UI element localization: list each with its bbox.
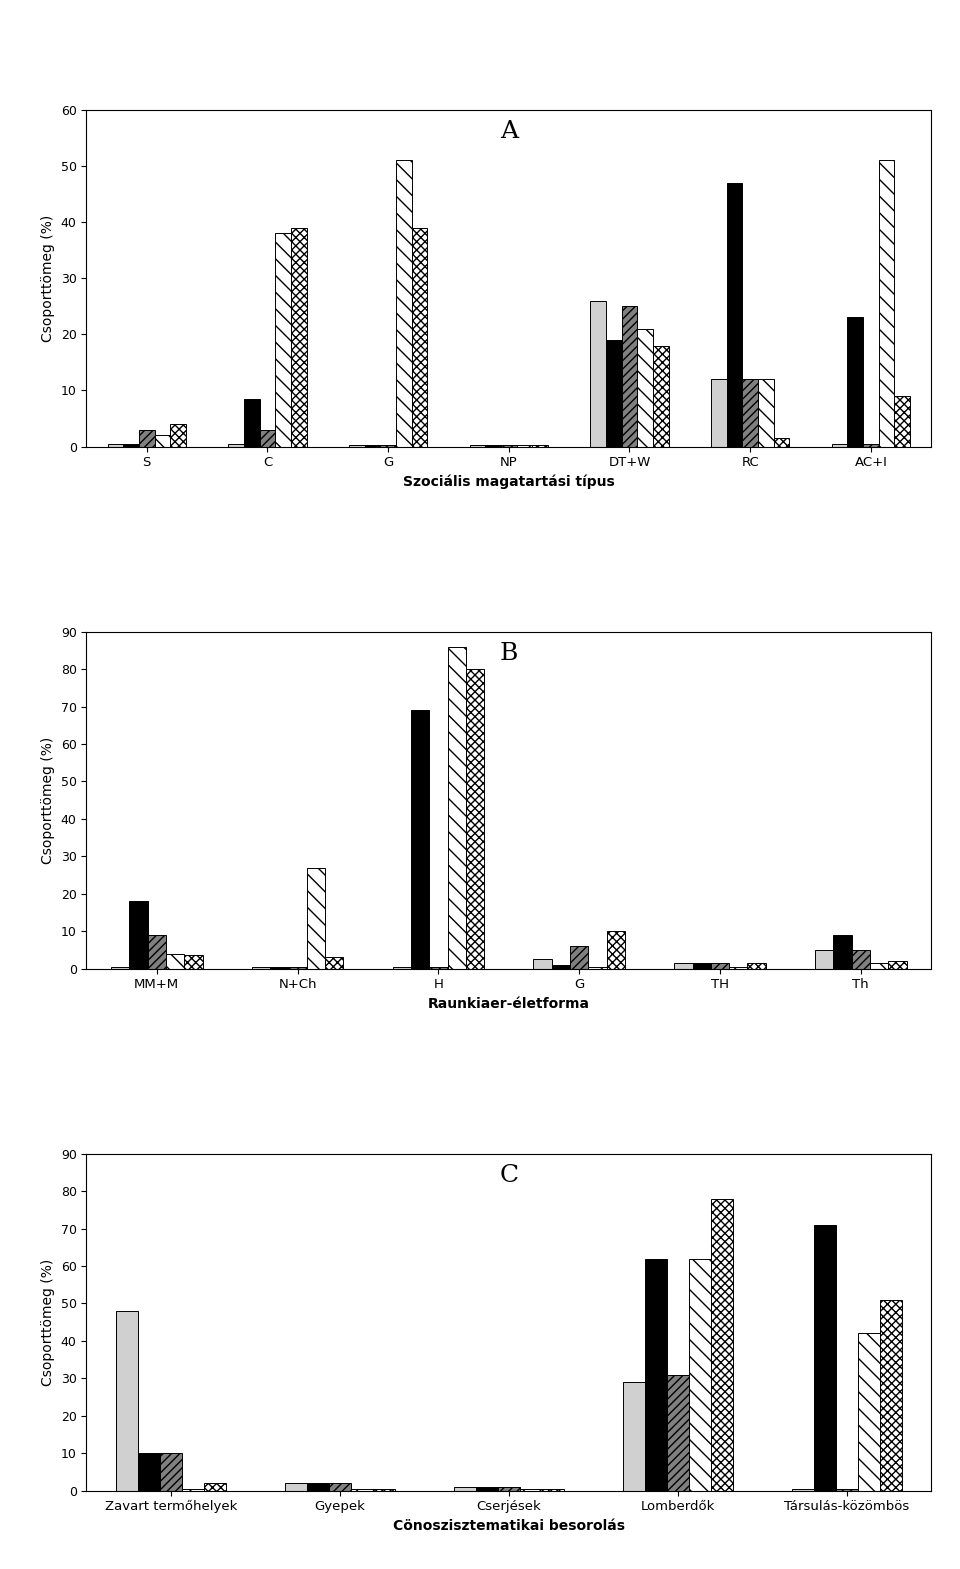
- Bar: [396, 160, 412, 447]
- Bar: [674, 963, 692, 968]
- Bar: [204, 1483, 226, 1491]
- Bar: [552, 965, 570, 968]
- Bar: [170, 424, 186, 447]
- Text: C: C: [499, 1164, 518, 1186]
- Bar: [879, 1299, 901, 1491]
- Bar: [498, 1487, 519, 1491]
- Bar: [623, 1382, 645, 1491]
- Bar: [123, 444, 139, 447]
- Bar: [160, 1453, 181, 1491]
- Bar: [895, 395, 910, 447]
- Bar: [307, 868, 325, 968]
- Bar: [814, 1225, 836, 1491]
- Bar: [155, 435, 170, 447]
- Bar: [447, 646, 466, 968]
- Bar: [533, 446, 548, 447]
- Text: A: A: [500, 119, 517, 143]
- Bar: [429, 967, 447, 968]
- Bar: [166, 954, 184, 968]
- Bar: [181, 1489, 204, 1491]
- Bar: [857, 1334, 879, 1491]
- Bar: [259, 430, 276, 447]
- Bar: [570, 946, 588, 968]
- Bar: [130, 901, 148, 968]
- Bar: [325, 957, 344, 968]
- Bar: [833, 935, 852, 968]
- Bar: [758, 380, 774, 447]
- Text: B: B: [499, 642, 518, 665]
- Bar: [111, 967, 130, 968]
- Bar: [748, 963, 766, 968]
- Bar: [645, 1258, 667, 1491]
- Bar: [228, 444, 244, 447]
- Y-axis label: Csoporttömeg (%): Csoporttömeg (%): [41, 215, 55, 342]
- Bar: [184, 956, 203, 968]
- Bar: [852, 949, 870, 968]
- Bar: [815, 949, 833, 968]
- Bar: [606, 340, 622, 447]
- Bar: [727, 184, 742, 447]
- Bar: [863, 444, 878, 447]
- Bar: [519, 1489, 541, 1491]
- Bar: [412, 228, 427, 447]
- Bar: [588, 967, 607, 968]
- Bar: [466, 670, 484, 968]
- Bar: [848, 317, 863, 447]
- Bar: [607, 930, 625, 968]
- Bar: [870, 963, 888, 968]
- Bar: [622, 306, 637, 447]
- Bar: [710, 963, 730, 968]
- Bar: [516, 446, 533, 447]
- Bar: [831, 444, 848, 447]
- Bar: [138, 1453, 160, 1491]
- Bar: [792, 1489, 814, 1491]
- Bar: [667, 1374, 688, 1491]
- Bar: [501, 446, 516, 447]
- Bar: [730, 967, 748, 968]
- Bar: [534, 959, 552, 968]
- Bar: [476, 1487, 498, 1491]
- Bar: [270, 967, 288, 968]
- Bar: [291, 228, 306, 447]
- Bar: [372, 1489, 395, 1491]
- Bar: [710, 1199, 732, 1491]
- Bar: [742, 380, 758, 447]
- Bar: [774, 438, 789, 447]
- Bar: [469, 446, 485, 447]
- Bar: [116, 1312, 138, 1491]
- Bar: [348, 446, 365, 447]
- Bar: [288, 967, 307, 968]
- Bar: [139, 430, 155, 447]
- Bar: [485, 446, 501, 447]
- Bar: [307, 1483, 329, 1491]
- Bar: [276, 234, 291, 447]
- X-axis label: Cönoszisztematikai besorolás: Cönoszisztematikai besorolás: [393, 1519, 625, 1533]
- Bar: [454, 1487, 476, 1491]
- X-axis label: Szociális magatartási típus: Szociális magatartási típus: [403, 475, 614, 490]
- Bar: [590, 301, 606, 447]
- Bar: [285, 1483, 307, 1491]
- X-axis label: Raunkiaer-életforma: Raunkiaer-életforma: [428, 996, 589, 1010]
- Bar: [380, 446, 396, 447]
- Bar: [653, 345, 669, 447]
- Bar: [244, 399, 259, 447]
- Bar: [692, 963, 710, 968]
- Bar: [329, 1483, 350, 1491]
- Bar: [148, 935, 166, 968]
- Bar: [350, 1489, 372, 1491]
- Bar: [878, 160, 895, 447]
- Bar: [252, 967, 270, 968]
- Bar: [637, 329, 653, 447]
- Bar: [888, 962, 906, 968]
- Bar: [711, 380, 727, 447]
- Bar: [365, 446, 380, 447]
- Y-axis label: Csoporttömeg (%): Csoporttömeg (%): [41, 736, 55, 865]
- Bar: [836, 1489, 857, 1491]
- Bar: [688, 1258, 710, 1491]
- Y-axis label: Csoporttömeg (%): Csoporttömeg (%): [41, 1258, 55, 1385]
- Bar: [393, 967, 411, 968]
- Bar: [541, 1489, 564, 1491]
- Bar: [108, 444, 123, 447]
- Bar: [411, 711, 429, 968]
